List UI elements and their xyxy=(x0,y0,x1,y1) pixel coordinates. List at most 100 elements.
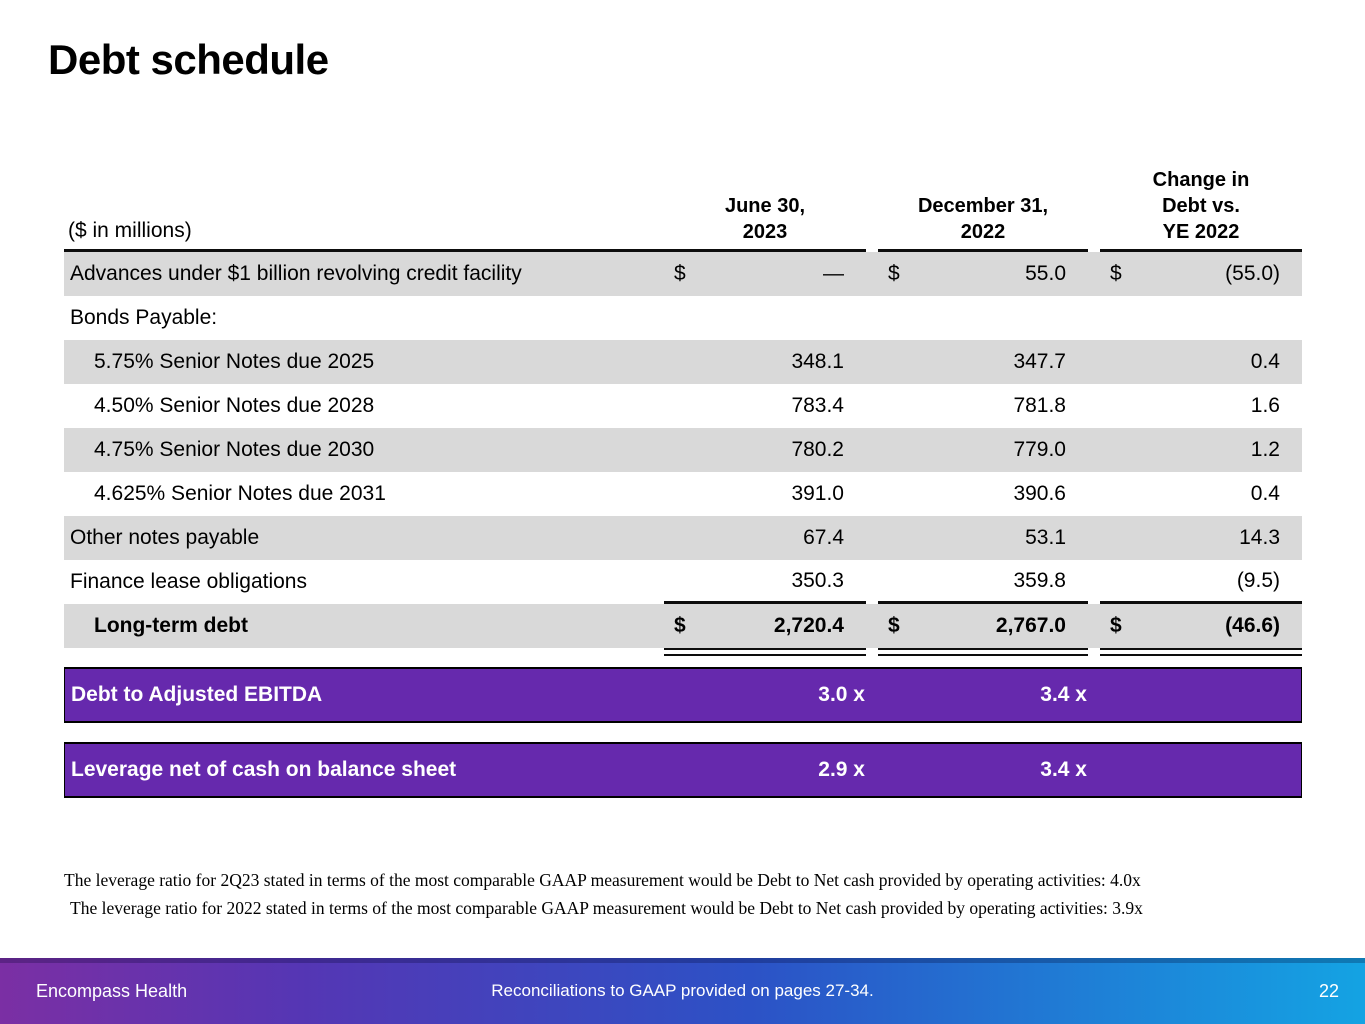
cell-december-2022: 53.1 xyxy=(878,516,1088,560)
double-rule-segment xyxy=(664,648,866,656)
cell-value: 350.3 xyxy=(791,568,844,592)
cell-value: 391.0 xyxy=(791,482,844,505)
cell-june-2023: 783.4 xyxy=(664,384,866,428)
row-label: 5.75% Senior Notes due 2025 xyxy=(94,350,375,373)
column-gap xyxy=(1088,384,1100,428)
cell-value: — xyxy=(823,262,844,285)
table-row-long-term-debt: Long-term debt $2,720.4 $2,767.0 $ (46.6) xyxy=(64,604,1302,648)
debt-schedule-table: ($ in millions) June 30, 2023 December 3… xyxy=(64,152,1302,798)
cell-change: 1.2 xyxy=(1100,428,1302,472)
cell-value: 67.4 xyxy=(803,526,844,549)
column-gap xyxy=(866,384,878,428)
row-label: 4.625% Senior Notes due 2031 xyxy=(94,482,386,505)
column-gap xyxy=(866,152,878,252)
column-gap xyxy=(866,428,878,472)
cell-december-2022 xyxy=(878,296,1088,340)
cell-change: 0.4 xyxy=(1100,472,1302,516)
debt-to-ebitda-bar: Debt to Adjusted EBITDA 3.0 x 3.4 x xyxy=(64,667,1302,723)
cell-value: 0.4 xyxy=(1250,482,1280,505)
cell-change xyxy=(1100,296,1302,340)
cell-change: 14.3 xyxy=(1100,516,1302,560)
cell-value: 2,720.4 xyxy=(773,614,844,637)
page-number: 22 xyxy=(1318,980,1339,1001)
column-gap xyxy=(1088,252,1100,296)
cell-december-2022: 779.0 xyxy=(878,428,1088,472)
column-gap xyxy=(866,560,878,604)
cell-value: (55.0) xyxy=(1225,262,1280,285)
column-gap xyxy=(866,340,878,384)
column-gap xyxy=(866,516,878,560)
cell-june-2023: $2,720.4 xyxy=(664,604,866,648)
currency-symbol: $ xyxy=(888,262,900,285)
page-title: Debt schedule xyxy=(48,36,329,83)
table-row-notes-2031: 4.625% Senior Notes due 2031 391.0 390.6… xyxy=(64,472,1302,516)
table-row-notes-2028: 4.50% Senior Notes due 2028 783.4 781.8 … xyxy=(64,384,1302,428)
cell-value: 359.8 xyxy=(1013,568,1066,592)
cell-value: (46.6) xyxy=(1225,614,1280,637)
cell-december-2022: 390.6 xyxy=(878,472,1088,516)
table-unit-label: ($ in millions) xyxy=(64,152,664,252)
column-gap xyxy=(1088,340,1100,384)
cell-value: 780.2 xyxy=(791,438,844,461)
cell-value: 390.6 xyxy=(1013,482,1066,505)
ratio-bar-label: Leverage net of cash on balance sheet xyxy=(71,758,457,781)
cell-december-2022: $2,767.0 xyxy=(878,604,1088,648)
column-gap xyxy=(1088,296,1100,340)
cell-value: 53.1 xyxy=(1025,526,1066,549)
row-label: Other notes payable xyxy=(70,526,260,549)
column-header-december-31-2022: December 31, 2022 xyxy=(878,152,1088,252)
cell-value: 783.4 xyxy=(791,394,844,417)
cell-december-2022: 359.8 xyxy=(878,560,1088,604)
table-row-notes-2030: 4.75% Senior Notes due 2030 780.2 779.0 … xyxy=(64,428,1302,472)
table-row-notes-2025: 5.75% Senior Notes due 2025 348.1 347.7 … xyxy=(64,340,1302,384)
currency-symbol: $ xyxy=(888,614,900,637)
column-gap xyxy=(1088,152,1100,252)
column-gap xyxy=(1088,516,1100,560)
cell-value: 0.4 xyxy=(1250,350,1280,373)
ratio-bar-label: Debt to Adjusted EBITDA xyxy=(71,683,323,706)
ratio-value-december-2022: 3.4 x xyxy=(1040,758,1087,781)
currency-symbol: $ xyxy=(674,262,686,285)
cell-value: 781.8 xyxy=(1013,394,1066,417)
cell-june-2023 xyxy=(664,296,866,340)
table-row-advances: Advances under $1 billion revolving cred… xyxy=(64,252,1302,296)
cell-june-2023: 67.4 xyxy=(664,516,866,560)
total-double-underline xyxy=(64,648,1302,658)
footnote-2022: The leverage ratio for 2022 stated in te… xyxy=(70,897,1143,918)
column-gap xyxy=(1088,648,1100,658)
cell-value: 2,767.0 xyxy=(995,614,1066,637)
cell-june-2023: 348.1 xyxy=(664,340,866,384)
cell-june-2023: 780.2 xyxy=(664,428,866,472)
column-gap xyxy=(866,648,878,658)
cell-june-2023: 350.3 xyxy=(664,560,866,604)
spacer xyxy=(64,648,664,658)
cell-value: 55.0 xyxy=(1025,262,1066,285)
cell-value: 1.2 xyxy=(1250,438,1280,461)
column-header-change-in-debt: Change in Debt vs. YE 2022 xyxy=(1100,152,1302,252)
cell-change: $ (46.6) xyxy=(1100,604,1302,648)
column-gap xyxy=(1088,472,1100,516)
footer-reconciliation-note: Reconciliations to GAAP provided on page… xyxy=(491,981,874,1000)
column-gap xyxy=(866,472,878,516)
double-rule-segment xyxy=(1100,648,1302,656)
cell-value: 779.0 xyxy=(1013,438,1066,461)
row-label: Bonds Payable: xyxy=(70,306,218,329)
footnote-2q23: The leverage ratio for 2Q23 stated in te… xyxy=(64,870,1141,890)
cell-value: (9.5) xyxy=(1236,568,1280,592)
column-gap xyxy=(866,252,878,296)
cell-december-2022: 781.8 xyxy=(878,384,1088,428)
column-gap xyxy=(866,296,878,340)
table-row-other-notes: Other notes payable 67.4 53.1 14.3 xyxy=(64,516,1302,560)
footnotes: The leverage ratio for 2Q23 stated in te… xyxy=(64,870,1309,927)
table-row-bonds-payable: Bonds Payable: xyxy=(64,296,1302,340)
cell-change: $ (55.0) xyxy=(1100,252,1302,296)
cell-change: 0.4 xyxy=(1100,340,1302,384)
cell-june-2023: $ — xyxy=(664,252,866,296)
footer-company-name: Encompass Health xyxy=(36,980,188,1001)
column-gap xyxy=(1088,560,1100,604)
cell-value: 348.1 xyxy=(791,350,844,373)
currency-symbol: $ xyxy=(674,614,686,637)
row-label: 4.50% Senior Notes due 2028 xyxy=(94,394,375,417)
row-label: Advances under $1 billion revolving cred… xyxy=(70,262,522,285)
